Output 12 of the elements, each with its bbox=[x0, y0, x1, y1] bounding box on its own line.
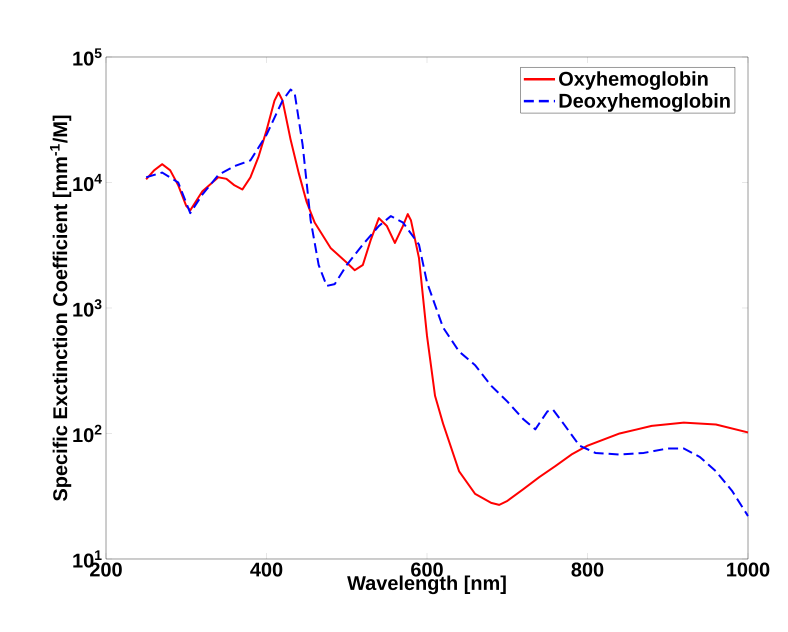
x-tick-label: 800 bbox=[572, 562, 604, 577]
y-tick-label: 10$^{4}$ bbox=[73, 174, 102, 192]
legend-label: Deoxyhemoglobin bbox=[560, 93, 730, 112]
y-axis-title: Specific Exctinction Coefficient [mm$^{-1}$/M] bbox=[50, 116, 72, 501]
y-tick-label: 10$^{2}$ bbox=[73, 424, 102, 442]
y-tick-label: 10$^{3}$ bbox=[73, 299, 102, 317]
x-axis-title: Wavelength [nm] bbox=[347, 575, 506, 594]
x-tick-label: 600 bbox=[411, 562, 443, 577]
x-tick-label: 1000 bbox=[727, 562, 770, 577]
legend-label: Oxyhemoglobin bbox=[559, 71, 708, 90]
y-tick-label: 10$^{5}$ bbox=[73, 48, 102, 66]
x-tick-label: 400 bbox=[250, 562, 282, 577]
